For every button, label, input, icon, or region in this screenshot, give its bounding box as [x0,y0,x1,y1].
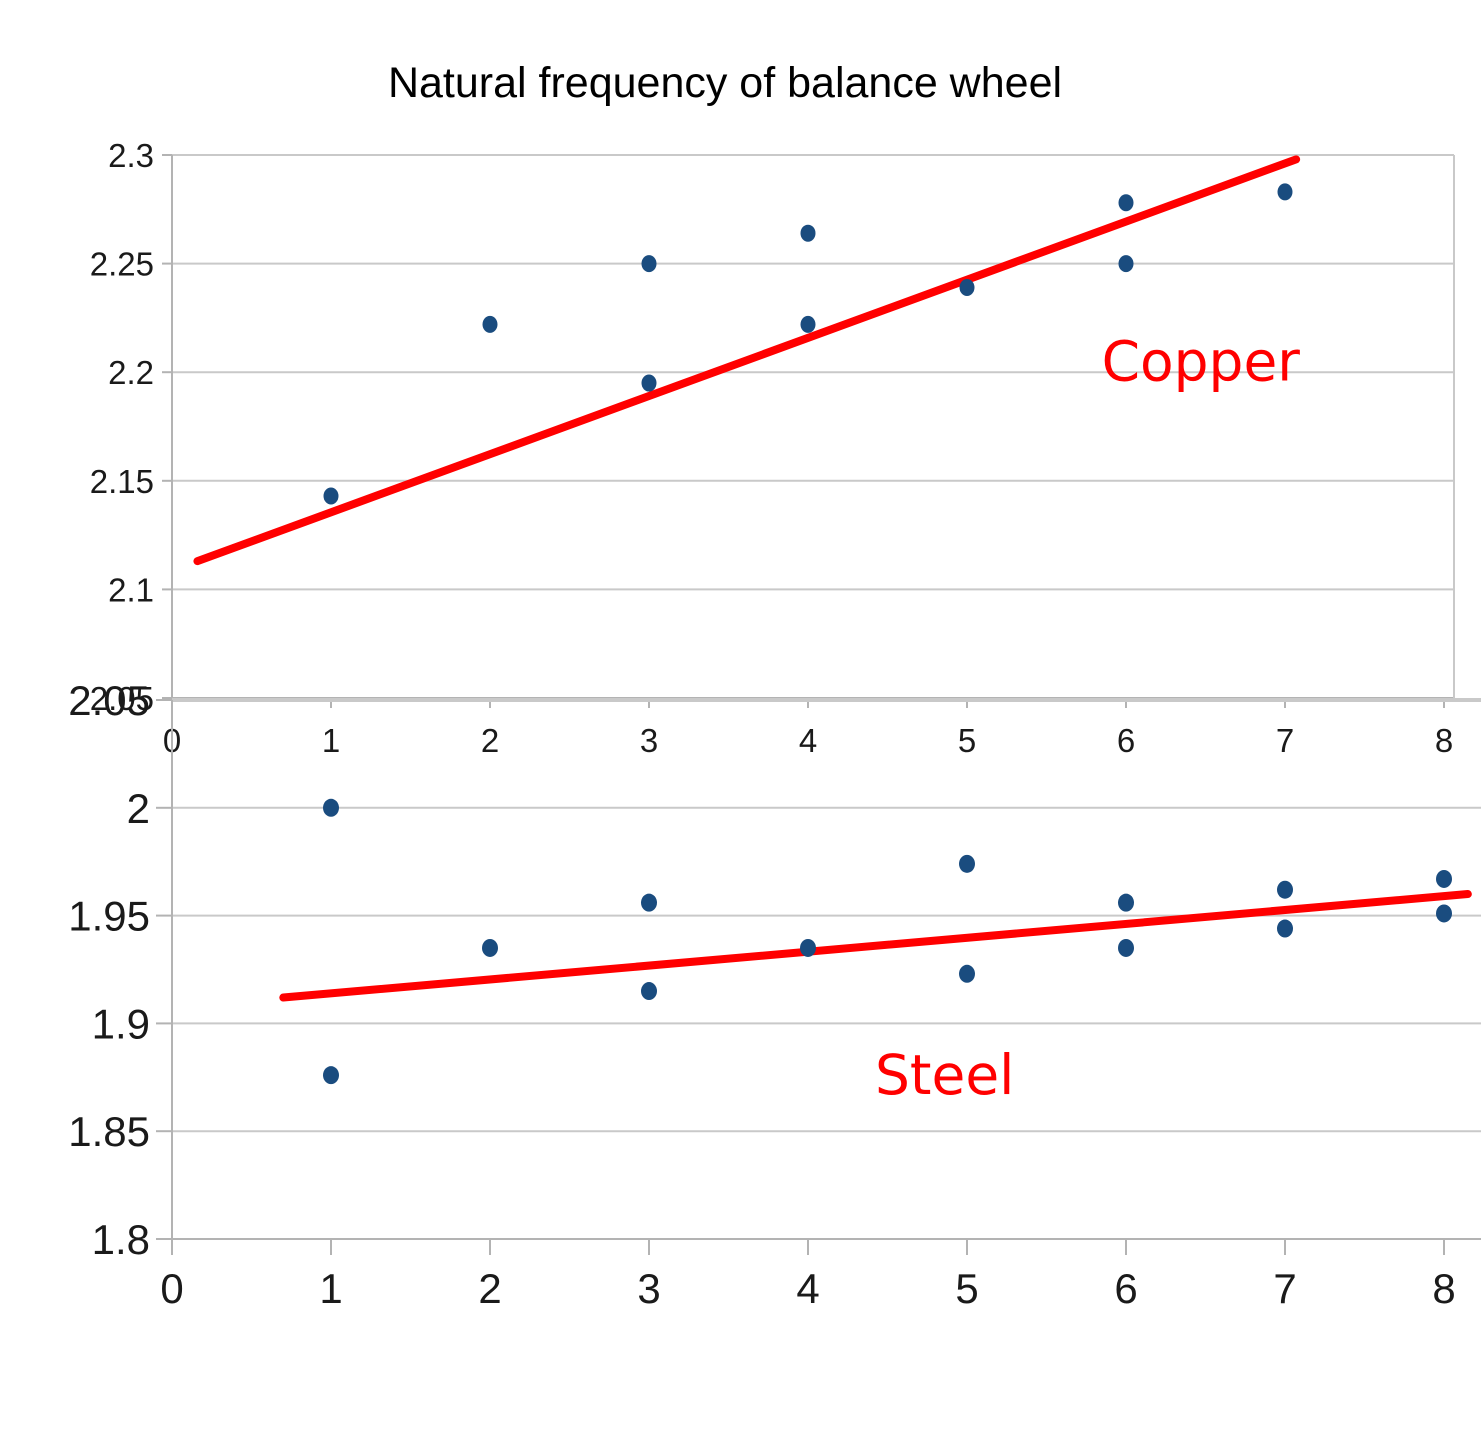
copper-x-tick-label: 4 [799,722,817,759]
copper-data-point [482,315,498,333]
steel-y-tick-label: 1.95 [68,893,150,940]
steel-x-tick-label: 4 [796,1265,819,1312]
copper-x-tick-label: 5 [958,722,976,759]
steel-data-point [1118,938,1134,957]
steel-x-tick-label: 7 [1273,1265,1296,1312]
steel-x-tick-label: 5 [955,1265,978,1312]
steel-data-point [1436,904,1452,923]
copper-y-tick-label: 2.15 [90,463,154,500]
copper-data-point [641,255,657,273]
steel-y-tick-label: 2.05 [68,677,150,724]
steel-x-tick-label: 2 [478,1265,501,1312]
copper-x-tick-label: 2 [481,722,499,759]
steel-data-point [800,938,816,957]
steel-y-tick-label: 2 [127,785,150,832]
steel-data-point [641,893,657,912]
copper-data-point [800,315,816,333]
copper-y-tick-label: 2.25 [90,246,154,283]
copper-x-tick-label: 1 [322,722,340,759]
copper-y-tick-label: 2.1 [108,571,154,608]
steel-trendline [279,890,1472,1002]
copper-data-point [1118,255,1134,273]
steel-x-tick-label: 6 [1114,1265,1137,1312]
steel-data-point [641,982,657,1001]
copper-x-tick-label: 3 [640,722,658,759]
copper-data-point [800,224,816,242]
steel-data-point [1277,880,1293,899]
copper-data-point [1118,194,1134,212]
copper-trendline [193,155,1301,566]
copper-x-tick-label: 8 [1435,722,1453,759]
steel-data-point [959,964,975,983]
steel-series-label: Steel [875,1043,1014,1107]
copper-data-point [323,487,339,505]
steel-x-tick-label: 3 [637,1265,660,1312]
steel-data-point [323,798,339,817]
chart-title: Natural frequency of balance wheel [388,59,1062,107]
copper-data-point [1277,183,1293,201]
copper-y-tick-label: 2.3 [108,137,154,174]
steel-x-tick-label: 8 [1432,1265,1455,1312]
copper-x-tick-label: 6 [1117,722,1135,759]
steel-data-point [482,938,498,957]
steel-y-tick-label: 1.85 [68,1108,150,1155]
steel-y-tick-label: 1.8 [92,1216,150,1263]
copper-series-label: Copper [1102,329,1301,393]
copper-y-tick-label: 2.05 [90,680,154,717]
steel-data-point [1277,919,1293,938]
steel-x-tick-label: 0 [160,1265,183,1312]
steel-data-point [323,1066,339,1085]
steel-data-point [959,854,975,873]
copper-data-point [959,278,975,296]
copper-x-tick-label: 7 [1276,722,1294,759]
copper-y-tick-label: 2.2 [108,354,154,391]
steel-data-point [1118,893,1134,912]
steel-data-point [1436,869,1452,888]
steel-y-tick-label: 1.9 [92,1000,150,1047]
steel-x-tick-label: 1 [319,1265,342,1312]
copper-data-point [641,374,657,392]
